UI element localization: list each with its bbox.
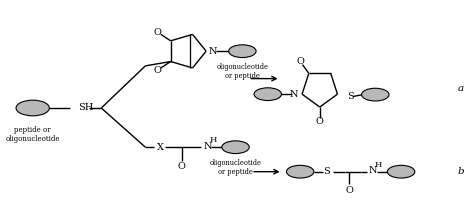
Ellipse shape [286,165,314,178]
Ellipse shape [16,100,49,116]
Text: oligonucleotide
or peptide: oligonucleotide or peptide [216,63,268,80]
Text: O: O [296,57,304,66]
Text: b: b [457,167,464,176]
Ellipse shape [228,45,256,57]
Ellipse shape [254,88,282,100]
Text: H: H [209,136,217,144]
Text: S: S [323,167,330,176]
Text: S: S [347,92,354,101]
Text: peptide or
oligonucleotide: peptide or oligonucleotide [5,126,60,143]
Text: X: X [156,143,164,152]
Text: SH: SH [78,103,93,113]
Text: a: a [458,84,464,93]
Text: N: N [290,90,298,99]
Text: O: O [154,66,162,75]
Text: O: O [345,186,353,195]
Ellipse shape [362,88,389,101]
Text: O: O [316,117,324,126]
Text: oligonucleotide
or peptide: oligonucleotide or peptide [210,159,262,176]
Text: O: O [178,162,185,171]
Text: N: N [369,166,377,175]
Ellipse shape [222,141,249,154]
Text: H: H [374,161,382,169]
Ellipse shape [387,165,415,178]
Text: N: N [203,142,212,151]
Text: O: O [154,28,162,37]
Text: N: N [209,47,218,56]
